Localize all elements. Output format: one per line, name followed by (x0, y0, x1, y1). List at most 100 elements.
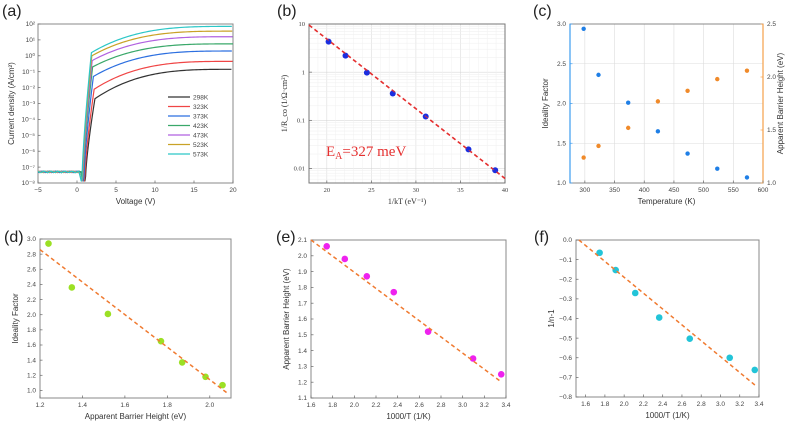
y-tick-label: 1.6 (27, 342, 36, 349)
y-tick-label: 10⁻¹ (22, 69, 36, 76)
y-axis-label: Current density (A/cm²) (7, 62, 16, 145)
y-tick-label: 0.1 (297, 118, 305, 125)
x-tick-label: 3.4 (501, 402, 510, 409)
x-tick-label: 3.2 (735, 401, 744, 408)
y-tick-label: 10⁻³ (22, 101, 36, 108)
y-tick-label: 10² (26, 21, 36, 28)
y-tick-label: 10¹ (26, 37, 36, 44)
legend-label: 523K (193, 142, 209, 149)
x-tick-label: 15 (190, 187, 198, 194)
y-tick-label: 1.6 (298, 316, 307, 323)
y-tick-label: 10⁻² (22, 85, 36, 92)
data-point (45, 240, 52, 247)
x-tick-label: 1.6 (120, 402, 129, 409)
y-tick-label: 1.0 (557, 180, 566, 187)
panel-c: (c)300 350 400 450 500 550 6001.01.52.02.53.01… (533, 3, 785, 206)
x-tick-label: 400 (639, 187, 650, 194)
panel-a: (a) −5 0 5 10 15 20 10² 10¹ 10⁰ 10⁻¹ 10⁻² 10⁻³ 10⁻⁴ 10… (2, 3, 237, 206)
y-right-tick-label: 1.5 (767, 127, 776, 134)
y-tick-label: 1.1 (298, 395, 307, 402)
panel-b: (b) 20 25 30 35 40 0.01 0.1 1 10 1/kT (eV⁻¹) 1/R_co… (277, 3, 508, 206)
legend-label: 473K (193, 133, 209, 140)
data-point (341, 255, 349, 263)
x-tick-label: 1.4 (78, 402, 87, 409)
data-point (363, 69, 370, 76)
plot-frame (310, 239, 507, 399)
x-tick-label: 550 (728, 187, 739, 194)
barrier-point (715, 76, 720, 82)
barrier-point (581, 155, 586, 160)
y-tick-label: 1.8 (27, 327, 36, 334)
x-tick-label: 20 (229, 187, 237, 194)
x-tick-label: 2.2 (371, 402, 380, 409)
y-tick-label: 1.4 (27, 357, 36, 364)
y-tick-label: 2.1 (298, 237, 307, 244)
y-tick-label: 0.01 (294, 166, 305, 173)
panel-label: (c) (533, 3, 552, 20)
x-tick-label: 2.4 (393, 402, 402, 409)
data-point (631, 289, 639, 297)
barrier-point (685, 88, 690, 93)
data-point (219, 381, 226, 389)
x-tick-label: 30 (413, 187, 420, 194)
x-axis-label: 1000/T (1/K) (386, 412, 431, 421)
annotation-sub: A (335, 151, 343, 162)
y-tick-label: 1.4 (298, 348, 307, 355)
y-axis-label: 1/R_co (1/Ω·cm²) (280, 74, 289, 132)
panel-label: (a) (2, 3, 22, 20)
y-tick-label: 1.5 (298, 332, 307, 339)
y-tick-label: 2.5 (557, 61, 566, 68)
y-tick-label: 2.0 (27, 312, 36, 319)
y-tick-label: 1 (302, 69, 305, 76)
y-tick-label: −0.8 (559, 394, 572, 401)
y-axis-label: 1/n-1 (547, 309, 556, 328)
x-axis-label: Apparent Barrier Height (eV) (85, 412, 187, 421)
y-tick-label: 10⁻⁸ (22, 180, 36, 187)
y-tick-label: −0.7 (559, 375, 572, 382)
x-axis-label: 1000/T (1/K) (645, 411, 690, 420)
x-tick-label: 1.2 (35, 402, 44, 409)
y-tick-label: 1.9 (298, 269, 307, 276)
ideality-point (625, 100, 631, 105)
x-tick-label: 10 (151, 187, 159, 194)
x-tick-label: 2.6 (677, 401, 686, 408)
fit-line (578, 239, 756, 386)
panel-label: (b) (277, 3, 297, 20)
x-tick-label: 500 (698, 187, 709, 194)
y-tick-label: 1.2 (27, 372, 36, 379)
barrier-point (744, 68, 750, 73)
y-tick-label: 2.0 (298, 253, 307, 260)
y-tick-label: 10⁻⁴ (22, 117, 36, 124)
x-tick-label: 2.4 (658, 401, 667, 408)
x-tick-label: 1.8 (328, 402, 337, 409)
y-right-axis-label: Apparent Barrier Height (eV) (776, 52, 785, 154)
x-tick-label: 35 (457, 187, 464, 194)
data-point (469, 355, 477, 362)
x-tick-label: 2.0 (205, 402, 214, 409)
y-tick-label: 3.0 (27, 236, 36, 243)
y-tick-label: −0.6 (559, 355, 572, 362)
y-tick-label: 2.0 (557, 101, 566, 108)
x-tick-label: 300 (579, 187, 590, 194)
y-tick-label: 1.2 (298, 379, 307, 386)
y-tick-label: −0.1 (559, 257, 572, 264)
data-point (726, 354, 734, 362)
x-tick-label: 3.2 (480, 402, 489, 409)
ideality-point (744, 175, 750, 180)
curves-group (38, 25, 233, 182)
ideality-point (581, 26, 586, 31)
x-tick-label: 1.6 (581, 401, 590, 408)
data-point (390, 288, 398, 296)
y-tick-label: 2.6 (27, 266, 36, 273)
y-tick-label: −0.2 (559, 276, 572, 283)
data-point (596, 249, 603, 257)
x-tick-label: 450 (668, 187, 679, 194)
annotation-value: =327 meV (342, 144, 406, 160)
x-tick-label: 2.8 (436, 402, 445, 409)
y-tick-label: 2.8 (27, 251, 36, 258)
y-tick-label: 10⁻⁵ (22, 133, 36, 140)
annotation-e: E (326, 144, 335, 160)
data-point (342, 52, 349, 59)
data-point (325, 38, 332, 45)
x-axis-label: Temperature (K) (638, 197, 696, 206)
